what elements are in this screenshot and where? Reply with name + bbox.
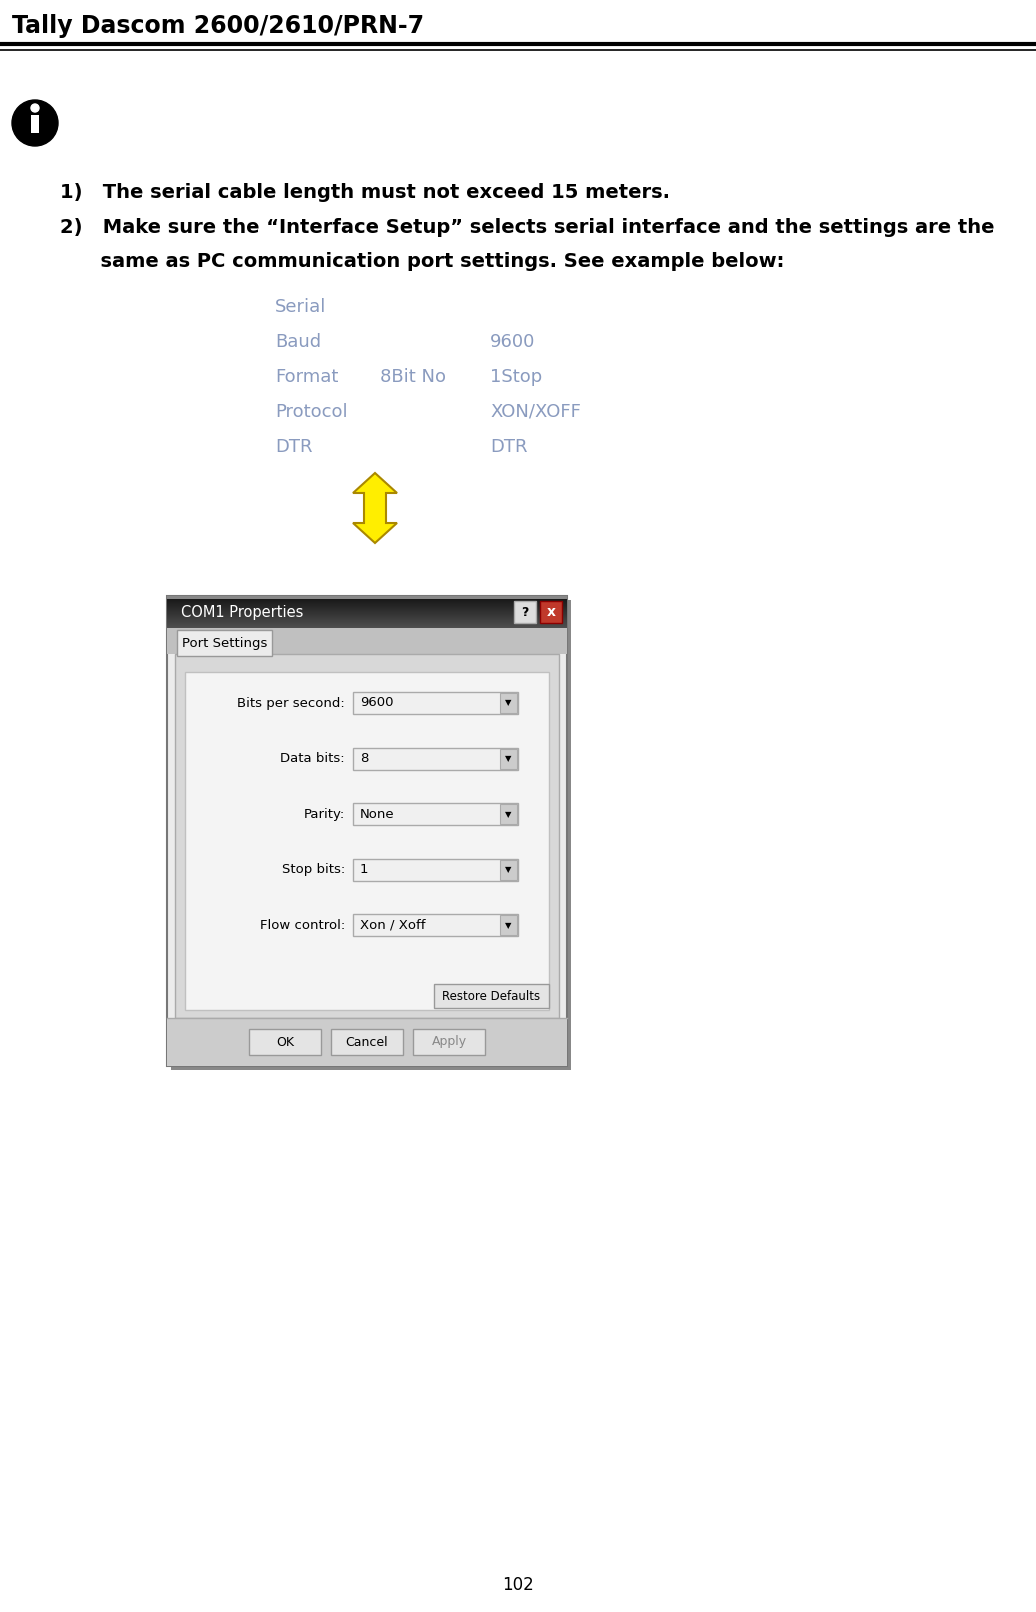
Text: Port Settings: Port Settings: [181, 637, 267, 650]
Text: Xon / Xoff: Xon / Xoff: [359, 919, 426, 932]
Text: ▼: ▼: [506, 866, 512, 874]
FancyBboxPatch shape: [167, 1019, 567, 1066]
Text: Data bits:: Data bits:: [281, 753, 345, 766]
Text: 102: 102: [502, 1577, 534, 1594]
FancyBboxPatch shape: [500, 916, 517, 935]
Text: Restore Defaults: Restore Defaults: [442, 990, 541, 1003]
Text: same as PC communication port settings. See example below:: same as PC communication port settings. …: [60, 251, 784, 271]
FancyBboxPatch shape: [167, 596, 567, 600]
Text: 1: 1: [359, 864, 369, 877]
Circle shape: [12, 100, 58, 147]
FancyBboxPatch shape: [500, 859, 517, 880]
FancyBboxPatch shape: [167, 596, 567, 1066]
FancyBboxPatch shape: [413, 1028, 485, 1054]
Text: 9600: 9600: [359, 696, 394, 709]
Polygon shape: [353, 472, 397, 543]
Circle shape: [31, 105, 39, 111]
FancyBboxPatch shape: [514, 601, 536, 622]
FancyBboxPatch shape: [500, 804, 517, 824]
FancyBboxPatch shape: [353, 748, 518, 769]
Text: x: x: [547, 604, 555, 619]
Text: Apply: Apply: [431, 1035, 466, 1048]
Text: Parity:: Parity:: [304, 808, 345, 821]
Text: Baud: Baud: [275, 334, 321, 351]
Text: 8: 8: [359, 753, 369, 766]
FancyBboxPatch shape: [353, 692, 518, 714]
FancyBboxPatch shape: [31, 114, 39, 134]
Text: XON/XOFF: XON/XOFF: [490, 403, 581, 421]
Text: OK: OK: [276, 1035, 294, 1048]
Text: None: None: [359, 808, 395, 821]
Text: ▼: ▼: [506, 809, 512, 819]
Text: Serial: Serial: [275, 298, 326, 316]
Text: Stop bits:: Stop bits:: [282, 864, 345, 877]
Text: 1)   The serial cable length must not exceed 15 meters.: 1) The serial cable length must not exce…: [60, 184, 670, 202]
Text: Protocol: Protocol: [275, 403, 348, 421]
Text: 2)   Make sure the “Interface Setup” selects serial interface and the settings a: 2) Make sure the “Interface Setup” selec…: [60, 218, 995, 237]
FancyBboxPatch shape: [434, 983, 549, 1008]
FancyBboxPatch shape: [500, 748, 517, 769]
FancyBboxPatch shape: [330, 1028, 403, 1054]
Text: Flow control:: Flow control:: [260, 919, 345, 932]
Text: Format: Format: [275, 368, 339, 385]
Text: ▼: ▼: [506, 920, 512, 930]
Text: Tally Dascom 2600/2610/PRN-7: Tally Dascom 2600/2610/PRN-7: [12, 15, 424, 39]
Text: DTR: DTR: [275, 438, 313, 456]
Text: DTR: DTR: [490, 438, 527, 456]
Text: 1Stop: 1Stop: [490, 368, 542, 385]
FancyBboxPatch shape: [175, 654, 559, 1019]
Text: ▼: ▼: [506, 698, 512, 708]
FancyBboxPatch shape: [540, 601, 562, 622]
Text: Cancel: Cancel: [346, 1035, 388, 1048]
FancyBboxPatch shape: [185, 672, 549, 1011]
FancyBboxPatch shape: [167, 629, 567, 654]
FancyBboxPatch shape: [353, 914, 518, 937]
FancyBboxPatch shape: [353, 803, 518, 825]
Text: 8Bit No: 8Bit No: [380, 368, 447, 385]
FancyBboxPatch shape: [177, 630, 272, 656]
Text: 9600: 9600: [490, 334, 536, 351]
Text: ▼: ▼: [506, 754, 512, 762]
FancyBboxPatch shape: [500, 693, 517, 713]
FancyBboxPatch shape: [171, 600, 571, 1070]
Text: ?: ?: [521, 606, 528, 619]
Text: COM1 Properties: COM1 Properties: [181, 604, 304, 619]
Text: Bits per second:: Bits per second:: [237, 696, 345, 709]
FancyBboxPatch shape: [249, 1028, 321, 1054]
FancyBboxPatch shape: [353, 859, 518, 880]
